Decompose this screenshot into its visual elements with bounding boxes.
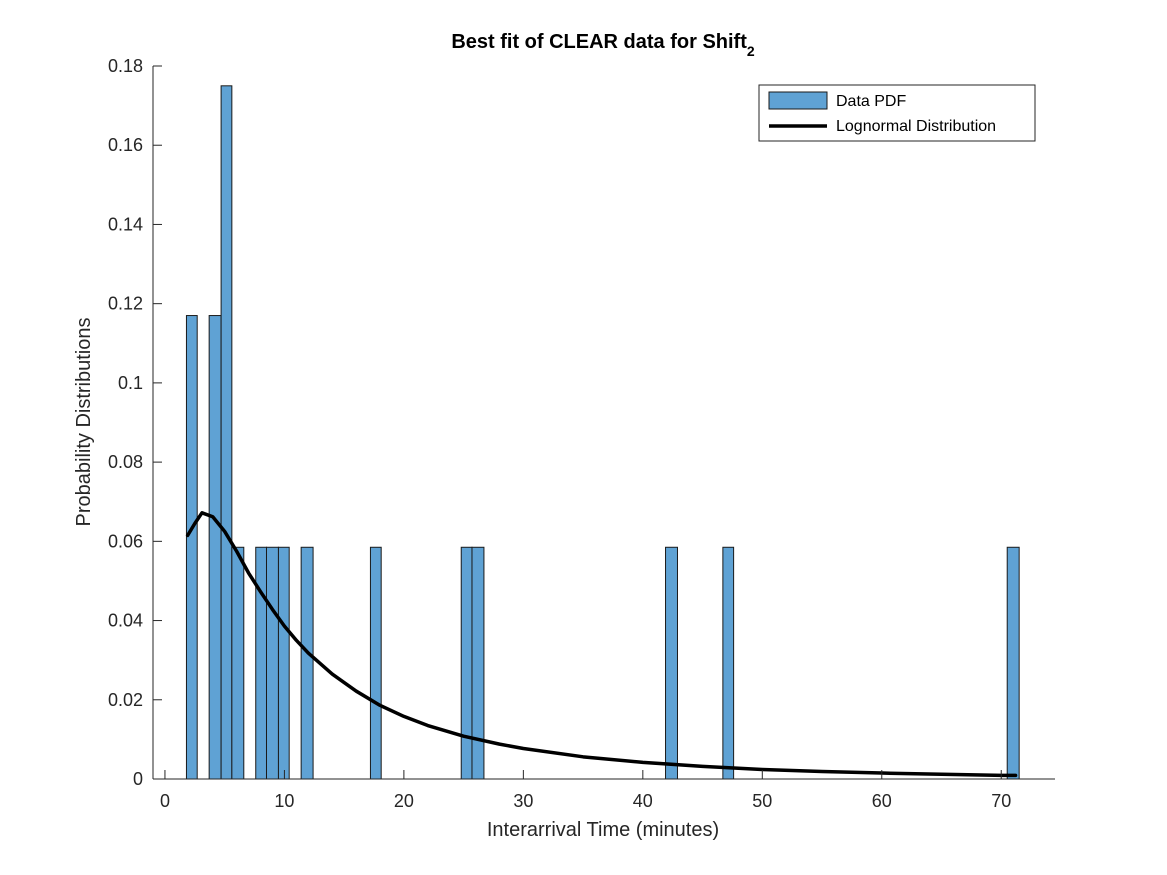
- y-tick-label: 0.02: [108, 690, 143, 710]
- axes: [152, 66, 1055, 780]
- chart-title: Best fit of CLEAR data for Shift2: [451, 31, 755, 59]
- histogram-bar: [471, 546, 485, 780]
- x-axis-label: Interarrival Time (minutes): [487, 819, 719, 841]
- y-tick-label: 0.06: [108, 531, 143, 551]
- histogram-bar: [266, 546, 279, 780]
- legend: Data PDF Lognormal Distribution: [758, 84, 1036, 142]
- legend-swatch-data-pdf: [768, 91, 828, 110]
- x-tick-label: 10: [274, 791, 294, 811]
- histogram-bar: [1006, 546, 1020, 780]
- lognormal-curve: [185, 511, 1018, 778]
- y-tick-label: 0.16: [108, 135, 143, 155]
- x-tick-label: 70: [991, 791, 1011, 811]
- histogram-bar: [208, 315, 222, 780]
- histogram-bar: [185, 315, 198, 780]
- ticks: 0 10 20 30 40 50 60 70 0 0.02 0.04 0.06 0.08 0.1 0.12 0…: [108, 56, 1011, 811]
- histogram-bar: [300, 546, 314, 780]
- fit-curve-layer: [185, 511, 1018, 778]
- x-tick-label: 60: [872, 791, 892, 811]
- y-tick-label: 0.14: [108, 214, 143, 234]
- histogram-bar: [231, 546, 245, 780]
- histogram-bar: [220, 85, 233, 780]
- y-axis-label: Probability Distributions: [73, 318, 95, 527]
- x-tick-label: 0: [160, 791, 170, 811]
- histogram-bar: [460, 546, 473, 780]
- y-tick-label: 0.04: [108, 611, 143, 631]
- legend-label-lognormal: Lognormal Distribution: [836, 118, 996, 135]
- y-tick-label: 0.08: [108, 452, 143, 472]
- chart-title-main: Best fit of CLEAR data for Shift: [451, 31, 747, 53]
- histogram-bar: [255, 546, 267, 780]
- legend-label-data-pdf: Data PDF: [836, 93, 906, 110]
- histogram-bar: [665, 546, 678, 780]
- y-tick-label: 0.12: [108, 294, 143, 314]
- x-tick-label: 30: [513, 791, 533, 811]
- histogram-bar: [722, 546, 735, 780]
- y-tick-label: 0.18: [108, 56, 143, 76]
- x-tick-label: 40: [633, 791, 653, 811]
- y-tick-label: 0.1: [118, 373, 143, 393]
- histogram-bar: [277, 546, 290, 780]
- chart-title-subscript: 2: [747, 43, 755, 59]
- y-tick-label: 0: [133, 769, 143, 789]
- histogram-bars: [185, 85, 1020, 780]
- x-tick-label: 20: [394, 791, 414, 811]
- histogram-bar: [369, 546, 382, 780]
- x-tick-label: 50: [752, 791, 772, 811]
